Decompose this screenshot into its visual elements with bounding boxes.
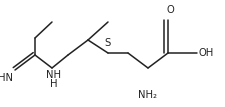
Text: S: S xyxy=(104,38,111,48)
Text: O: O xyxy=(165,5,173,15)
Text: NH: NH xyxy=(46,70,61,80)
Text: OH: OH xyxy=(198,48,213,58)
Text: H: H xyxy=(50,79,58,89)
Text: NH₂: NH₂ xyxy=(138,90,157,100)
Text: HN: HN xyxy=(0,73,13,83)
